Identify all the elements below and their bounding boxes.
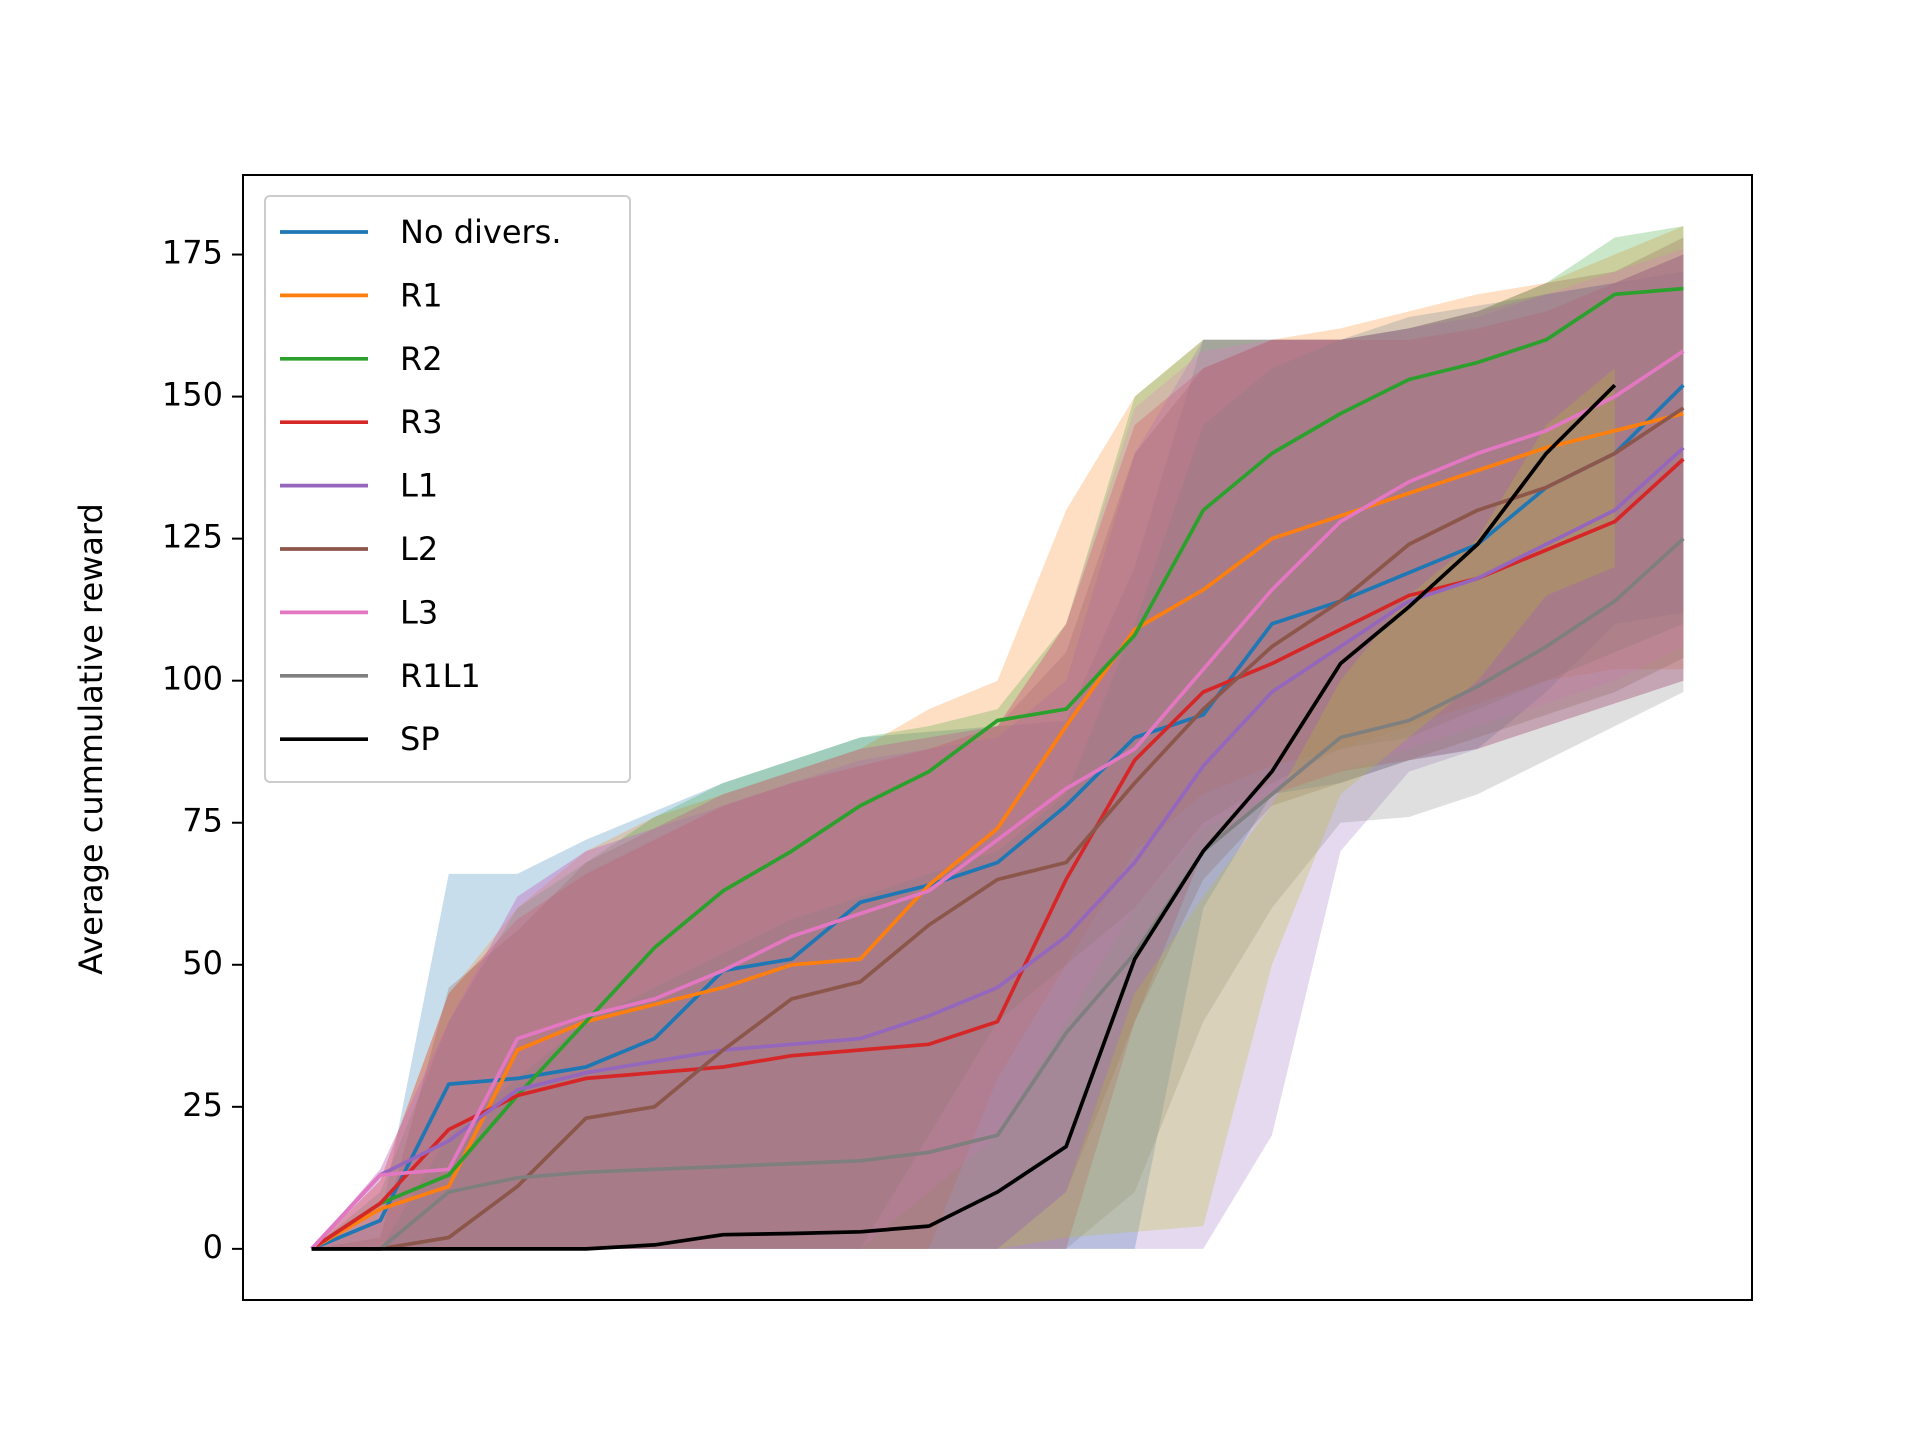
- line: [310, 446, 1685, 1251]
- legend-label: R3: [400, 403, 443, 441]
- y-tick-label: 100: [162, 660, 223, 698]
- y-tick-label: 0: [203, 1228, 223, 1266]
- legend-label: R1: [400, 276, 443, 314]
- plot-frame: [242, 174, 1753, 1301]
- y-axis-label: Average cummulative reward: [72, 503, 110, 975]
- legend: No divers. R1 R2 R3 L1 L2 L3 R1L1 SP: [264, 195, 631, 783]
- y-tick-label: 125: [162, 518, 223, 556]
- legend-label: R2: [400, 340, 443, 378]
- band: [311, 237, 1684, 1249]
- legend-label: L2: [400, 530, 438, 568]
- line: [310, 383, 1685, 1251]
- line: [310, 411, 1684, 1251]
- legend-label: L3: [400, 593, 438, 631]
- line: [311, 537, 1685, 1251]
- legend-label: L1: [400, 467, 438, 505]
- y-tick-label: 150: [162, 376, 223, 414]
- band: [311, 226, 1684, 1249]
- y-tick-label: 175: [162, 234, 223, 272]
- line: [310, 349, 1685, 1251]
- band: [311, 226, 1684, 1249]
- legend-label: No divers.: [400, 213, 562, 251]
- legend-label: SP: [400, 720, 440, 758]
- line: [311, 406, 1685, 1251]
- y-tick-label: 50: [182, 944, 223, 982]
- line: [310, 286, 1684, 1251]
- line: [311, 383, 1617, 1251]
- legend-box: [264, 195, 631, 783]
- y-tick-label: 25: [182, 1086, 223, 1124]
- legend-label: R1L1: [400, 657, 481, 695]
- y-tick-label: 75: [182, 802, 223, 840]
